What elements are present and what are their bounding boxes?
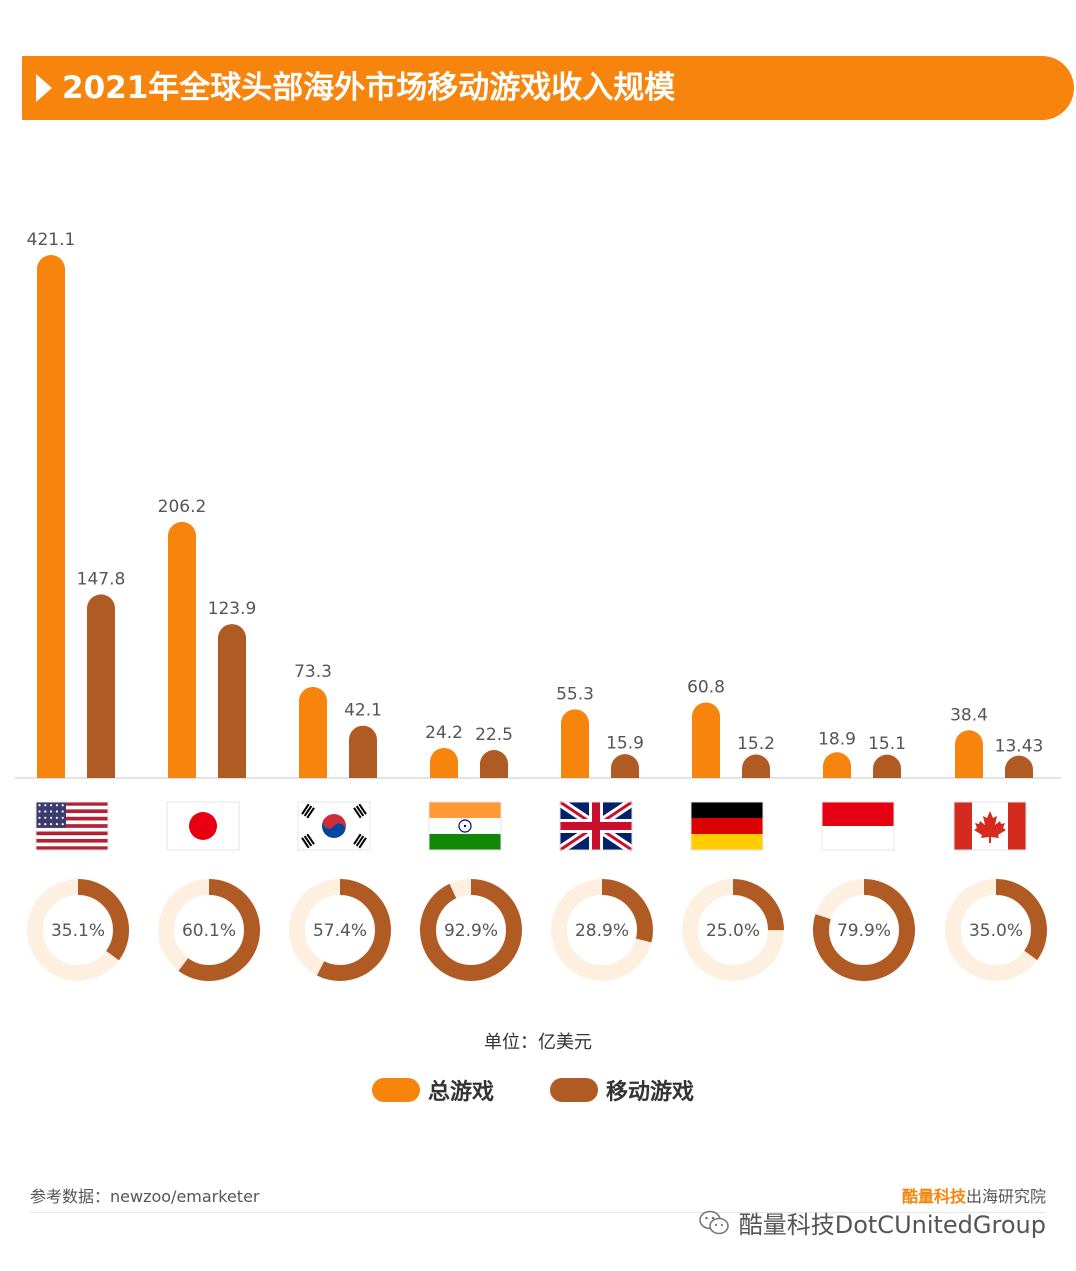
flag-in-icon (428, 801, 502, 851)
chart-area: 421.1 206.2 73.3 24.2 55.3 60.8 18.9 38.4 147.8 1… (15, 230, 1061, 981)
bar-total-id (823, 752, 851, 778)
legend-swatch-total (372, 1078, 420, 1102)
chart-title: 2021年全球头部海外市场移动游戏收入规模 (62, 70, 676, 106)
value-label-mobile-us: 147.8 (77, 569, 126, 589)
flag-ca-icon (953, 801, 1027, 851)
bar-mobile-us (87, 594, 115, 778)
footer-divider (30, 1212, 1046, 1213)
donut-arc-jp (158, 879, 260, 981)
bar-mobile-uk (611, 754, 639, 778)
bar-total-in (430, 747, 458, 778)
donut-ca: 35.0% (945, 879, 1047, 981)
bar-mobile-in (480, 750, 508, 778)
bar-group: 421.1 206.2 73.3 24.2 55.3 60.8 18.9 38.4 147.8 1… (27, 230, 1044, 778)
wechat-tag: 酷量科技DotCUnitedGroup (698, 1205, 1046, 1240)
brand-highlight: 酷量科技 (901, 1187, 966, 1206)
legend-item-mobile: 移动游戏 (550, 1074, 694, 1106)
legend-swatch-mobile (550, 1078, 598, 1102)
flag-kr-icon (297, 801, 371, 851)
flag-uk-icon (557, 798, 635, 854)
bar-total-jp (168, 521, 196, 778)
donut-uk: 28.9% (551, 879, 653, 981)
share-label-in: 92.9% (444, 921, 498, 941)
share-label-us: 35.1% (51, 921, 105, 941)
donut-arc-id (813, 879, 915, 981)
legend-label-total: 总游戏 (428, 1080, 495, 1105)
donut-jp: 60.1% (158, 879, 260, 981)
share-label-ca: 35.0% (969, 921, 1023, 941)
share-label-uk: 28.9% (575, 921, 629, 941)
donut-group: 35.1% 60.1% 57.4% 92.9% 28.9% 25.0% 79.9% 35.0% (27, 879, 1047, 981)
donut-arc-de (682, 879, 784, 981)
bar-total-uk (561, 709, 589, 778)
title-banner: 2021年全球头部海外市场移动游戏收入规模 (22, 56, 1074, 120)
donut-arc-uk (551, 879, 653, 981)
value-label-mobile-in: 22.5 (475, 725, 513, 745)
value-label-total-id: 18.9 (818, 730, 856, 750)
bar-mobile-jp (218, 624, 246, 778)
donut-arc-kr (289, 879, 391, 981)
donut-arc-us (27, 879, 129, 981)
donut-id: 79.9% (813, 879, 915, 981)
share-label-de: 25.0% (706, 921, 760, 941)
bar-total-us (37, 255, 65, 778)
donut-arc-ca (945, 879, 1047, 981)
value-label-total-uk: 55.3 (556, 684, 594, 704)
value-label-total-in: 24.2 (425, 723, 463, 743)
value-label-total-jp: 206.2 (158, 497, 207, 517)
value-label-total-de: 60.8 (687, 677, 725, 697)
flag-group (35, 798, 1027, 854)
value-label-total-us: 421.1 (27, 230, 76, 250)
share-label-kr: 57.4% (313, 921, 367, 941)
bar-mobile-id (873, 754, 901, 778)
source-note: 参考数据：newzoo/emarketer (30, 1187, 260, 1206)
flag-us-icon (35, 801, 109, 851)
wechat-account: 酷量科技DotCUnitedGroup (738, 1211, 1046, 1239)
value-label-mobile-jp: 123.9 (208, 599, 257, 619)
donut-kr: 57.4% (289, 879, 391, 981)
value-label-mobile-uk: 15.9 (606, 733, 644, 753)
legend: 总游戏 移动游戏 (0, 1074, 1076, 1106)
flag-jp-icon (166, 801, 240, 851)
bar-mobile-kr (349, 725, 377, 778)
value-label-mobile-de: 15.2 (737, 734, 775, 754)
value-label-total-kr: 73.3 (294, 662, 332, 682)
bar-mobile-ca (1005, 755, 1033, 778)
bar-total-kr (299, 686, 327, 778)
legend-label-mobile: 移动游戏 (606, 1080, 695, 1105)
title-arrow-icon (36, 74, 52, 102)
brand-credit: 酷量科技出海研究院 (902, 1183, 1046, 1207)
donut-in: 92.9% (420, 879, 522, 981)
value-label-total-ca: 38.4 (950, 705, 988, 725)
value-label-mobile-id: 15.1 (868, 734, 906, 754)
donut-us: 35.1% (27, 879, 129, 981)
brand-rest: 出海研究院 (965, 1187, 1046, 1206)
flag-de-icon (690, 801, 764, 851)
value-label-mobile-ca: 13.43 (995, 736, 1044, 756)
donut-de: 25.0% (682, 879, 784, 981)
legend-item-total: 总游戏 (372, 1074, 494, 1106)
bar-total-ca (955, 730, 983, 778)
wechat-icon (698, 1210, 729, 1234)
share-label-id: 79.9% (837, 921, 891, 941)
bar-total-de (692, 702, 720, 778)
bar-mobile-de (742, 754, 770, 778)
unit-label: 单位：亿美元 (484, 1032, 592, 1053)
share-label-jp: 60.1% (182, 921, 236, 941)
flag-id-icon (821, 801, 895, 851)
value-label-mobile-kr: 42.1 (344, 701, 382, 721)
donut-arc-in (420, 879, 522, 981)
